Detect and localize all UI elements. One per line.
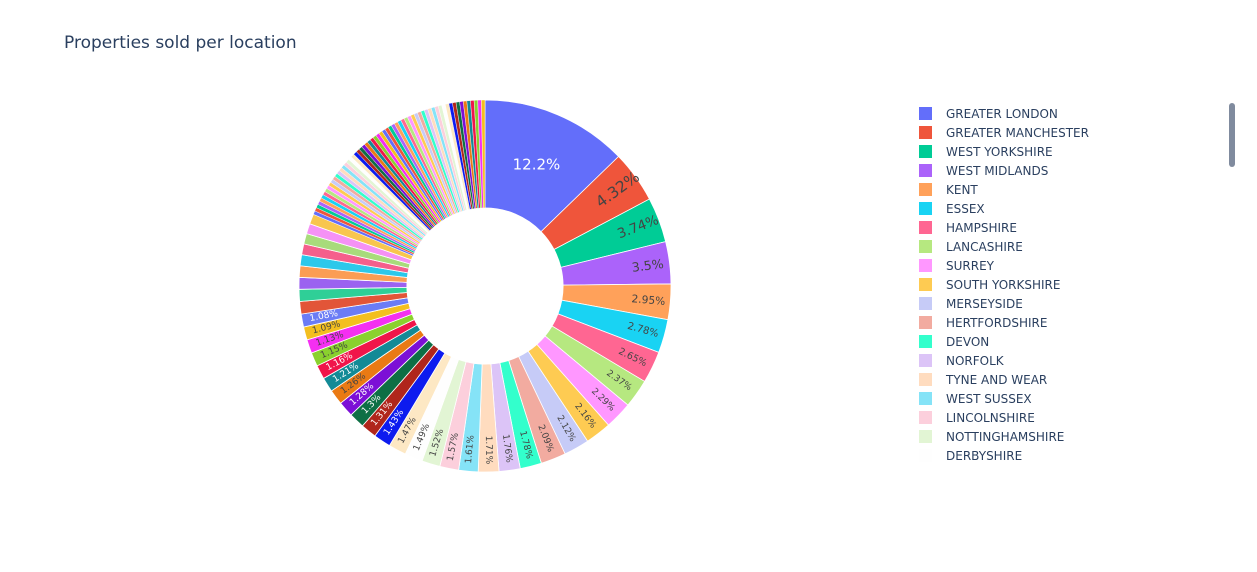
legend-label: TYNE AND WEAR [946,372,1048,387]
legend-label: DEVON [946,334,990,349]
legend-label: GREATER MANCHESTER [946,125,1089,140]
legend-item[interactable]: WEST MIDLANDS [912,161,1048,180]
chart-title: Properties sold per location [64,33,297,53]
legend-swatch [919,392,932,405]
legend-swatch [919,335,932,348]
legend-swatch [919,126,932,139]
legend-item[interactable]: SURREY [912,256,994,275]
legend-item[interactable]: ESSEX [912,199,985,218]
legend-item[interactable]: SOUTH YORKSHIRE [912,275,1060,294]
legend-item[interactable]: NORFOLK [912,351,1004,370]
legend[interactable]: GREATER LONDON GREATER MANCHESTER WEST YOR… [912,104,1212,470]
legend-label: NOTTINGHAMSHIRE [946,429,1065,444]
pie-slice[interactable] [481,99,486,209]
legend-label: WEST YORKSHIRE [946,144,1053,159]
pie-slice-label: 1.61% [464,434,477,464]
legend-swatch [919,411,932,424]
pie-slices [298,99,672,473]
legend-item[interactable]: NOTTINGHAMSHIRE [912,427,1064,446]
legend-item[interactable]: LANCASHIRE [912,237,1023,256]
legend-swatch [919,145,932,158]
legend-label: SURREY [946,258,994,273]
legend-label: SOUTH YORKSHIRE [946,277,1061,292]
legend-label: WEST MIDLANDS [946,163,1049,178]
legend-swatch [919,354,932,367]
legend-label: MERSEYSIDE [946,296,1023,311]
legend-label: NORFOLK [946,353,1004,368]
legend-item[interactable]: KENT [912,180,978,199]
legend-label: HERTFORDSHIRE [946,315,1048,330]
legend-item[interactable]: GREATER LONDON [912,104,1058,123]
legend-item[interactable]: TYNE AND WEAR [912,370,1047,389]
legend-swatch [919,183,932,196]
legend-swatch [919,107,932,120]
legend-label: HAMPSHIRE [946,220,1017,235]
legend-item[interactable]: LINCOLNSHIRE [912,408,1035,427]
legend-swatch [919,240,932,253]
legend-item[interactable]: DERBYSHIRE [912,446,1022,465]
legend-swatch [919,316,932,329]
legend-swatch [919,278,932,291]
pie-slice-label: 3.5% [631,256,665,275]
legend-label: GREATER LONDON [946,106,1058,121]
legend-item[interactable]: GREATER MANCHESTER [912,123,1089,142]
legend-label: DERBYSHIRE [946,448,1023,463]
legend-swatch [919,430,932,443]
pie-slice[interactable] [484,99,620,233]
legend-swatch [919,373,932,386]
legend-swatch [919,221,932,234]
pie-slice-label: 2.95% [631,292,666,308]
pie-slice-label: 1.71% [483,436,494,465]
legend-label: LANCASHIRE [946,239,1023,254]
legend-item[interactable]: MERSEYSIDE [912,294,1023,313]
pie-slice-label: 12.2% [513,155,561,173]
legend-swatch [919,297,932,310]
legend-item[interactable]: WEST SUSSEX [912,389,1032,408]
legend-label: KENT [946,182,978,197]
legend-swatch [919,449,932,462]
legend-label: ESSEX [946,201,985,216]
legend-label: WEST SUSSEX [946,391,1032,406]
legend-item[interactable]: DEVON [912,332,989,351]
legend-item[interactable]: WEST YORKSHIRE [912,142,1053,161]
pie-slice-label: 1.76% [500,434,514,464]
legend-scrollbar[interactable] [1229,103,1235,167]
legend-item[interactable]: HAMPSHIRE [912,218,1017,237]
legend-label: LINCOLNSHIRE [946,410,1035,425]
legend-item[interactable]: HERTFORDSHIRE [912,313,1047,332]
legend-swatch [919,202,932,215]
legend-swatch [919,164,932,177]
legend-swatch [919,259,932,272]
